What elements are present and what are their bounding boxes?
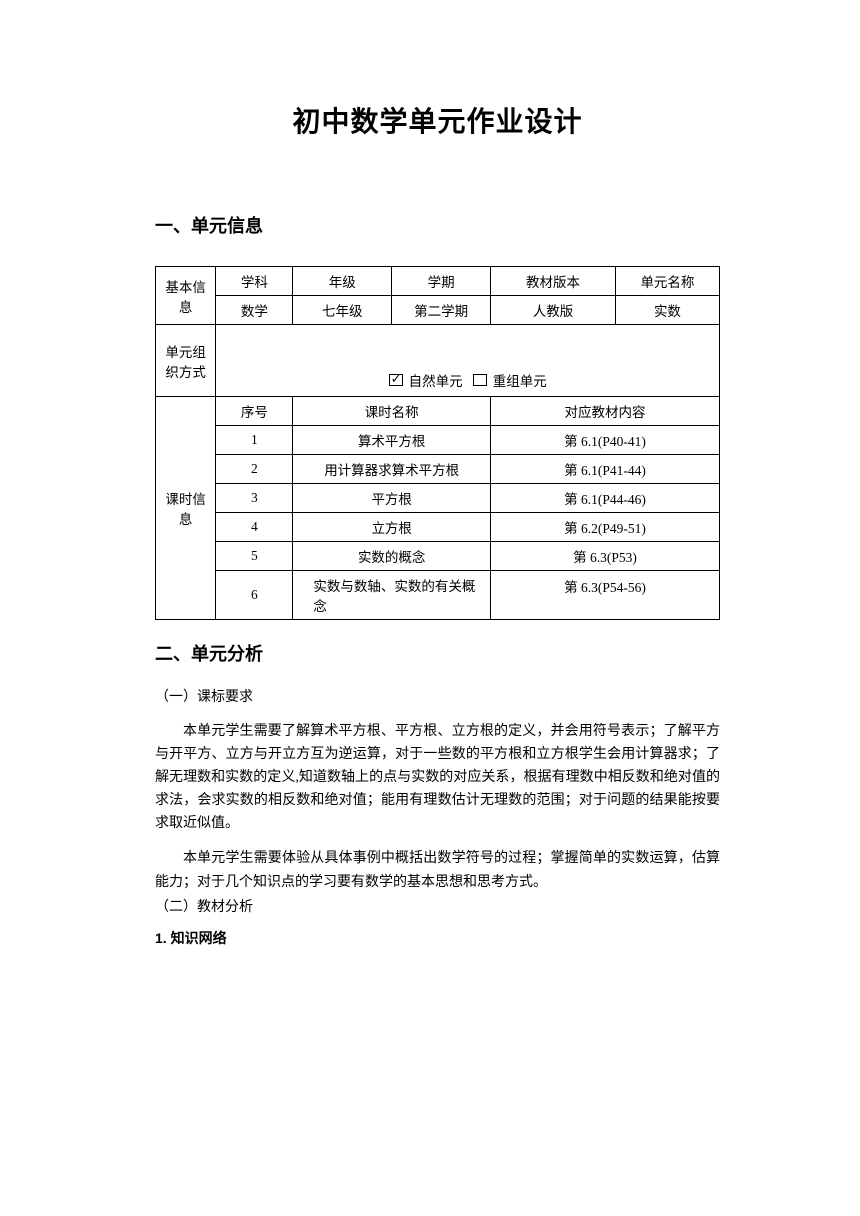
table-row: 3 平方根 第 6.1(P44-46) <box>156 484 720 513</box>
checkbox-group-natural: 自然单元 <box>389 370 463 390</box>
reorg-unit-label: 重组单元 <box>493 370 547 390</box>
main-title: 初中数学单元作业设计 <box>155 100 720 140</box>
lesson-info-label: 课时信息 <box>156 397 216 620</box>
lesson-header-cell: 课时名称 <box>293 397 491 426</box>
paragraph-1: 本单元学生需要了解算术平方根、平方根、立方根的定义，并会用符号表示；了解平方与开… <box>155 720 720 835</box>
value-cell: 七年级 <box>293 296 392 325</box>
table-row: 单元组织方式 自然单元 重组单元 <box>156 325 720 397</box>
value-cell: 实数 <box>615 296 719 325</box>
table-row: 基本信息 学科 年级 学期 教材版本 单元名称 <box>156 267 720 296</box>
checkbox-group-reorg: 重组单元 <box>473 370 547 390</box>
checkbox-checked-icon <box>389 374 403 386</box>
paragraph-2: 本单元学生需要体验从具体事例中概括出数学符号的过程；掌握简单的实数运算，估算能力… <box>155 847 720 893</box>
section-1-title: 一、单元信息 <box>155 212 720 238</box>
info-table: 基本信息 学科 年级 学期 教材版本 单元名称 数学 七年级 第二学期 人教版 … <box>155 266 720 620</box>
lesson-num: 5 <box>216 542 293 571</box>
header-cell: 年级 <box>293 267 392 296</box>
org-mode-cell: 自然单元 重组单元 <box>216 325 720 397</box>
lesson-name: 立方根 <box>293 513 491 542</box>
lesson-num: 6 <box>216 571 293 620</box>
natural-unit-label: 自然单元 <box>409 370 463 390</box>
lesson-name: 用计算器求算术平方根 <box>293 455 491 484</box>
lesson-name: 实数的概念 <box>293 542 491 571</box>
header-cell: 学科 <box>216 267 293 296</box>
value-cell: 第二学期 <box>392 296 491 325</box>
section-2-title: 二、单元分析 <box>155 640 720 666</box>
value-cell: 数学 <box>216 296 293 325</box>
sub-heading-2: （二）教材分析 <box>155 896 720 916</box>
header-cell: 学期 <box>392 267 491 296</box>
sub-heading-1: （一）课标要求 <box>155 686 720 706</box>
table-row: 数学 七年级 第二学期 人教版 实数 <box>156 296 720 325</box>
lesson-num: 2 <box>216 455 293 484</box>
lesson-content: 第 6.2(P49-51) <box>491 513 720 542</box>
table-row: 2 用计算器求算术平方根 第 6.1(P41-44) <box>156 455 720 484</box>
table-row: 4 立方根 第 6.2(P49-51) <box>156 513 720 542</box>
lesson-num: 1 <box>216 426 293 455</box>
sub-heading-3: 1. 知识网络 <box>155 928 720 948</box>
lesson-content: 第 6.3(P54-56) <box>491 571 720 620</box>
checkbox-unchecked-icon <box>473 374 487 386</box>
lesson-header-cell: 对应教材内容 <box>491 397 720 426</box>
lesson-num: 3 <box>216 484 293 513</box>
lesson-content: 第 6.1(P40-41) <box>491 426 720 455</box>
table-row: 课时信息 序号 课时名称 对应教材内容 <box>156 397 720 426</box>
table-row: 1 算术平方根 第 6.1(P40-41) <box>156 426 720 455</box>
table-row: 5 实数的概念 第 6.3(P53) <box>156 542 720 571</box>
header-cell: 单元名称 <box>615 267 719 296</box>
value-cell: 人教版 <box>491 296 616 325</box>
lesson-header-cell: 序号 <box>216 397 293 426</box>
basic-info-label: 基本信息 <box>156 267 216 325</box>
lesson-content: 第 6.1(P44-46) <box>491 484 720 513</box>
lesson-name: 算术平方根 <box>293 426 491 455</box>
lesson-content: 第 6.3(P53) <box>491 542 720 571</box>
lesson-name: 平方根 <box>293 484 491 513</box>
table-row: 6 实数与数轴、实数的有关概念 第 6.3(P54-56) <box>156 571 720 620</box>
lesson-name: 实数与数轴、实数的有关概念 <box>293 571 491 620</box>
lesson-num: 4 <box>216 513 293 542</box>
lesson-content: 第 6.1(P41-44) <box>491 455 720 484</box>
org-mode-label: 单元组织方式 <box>156 325 216 397</box>
header-cell: 教材版本 <box>491 267 616 296</box>
